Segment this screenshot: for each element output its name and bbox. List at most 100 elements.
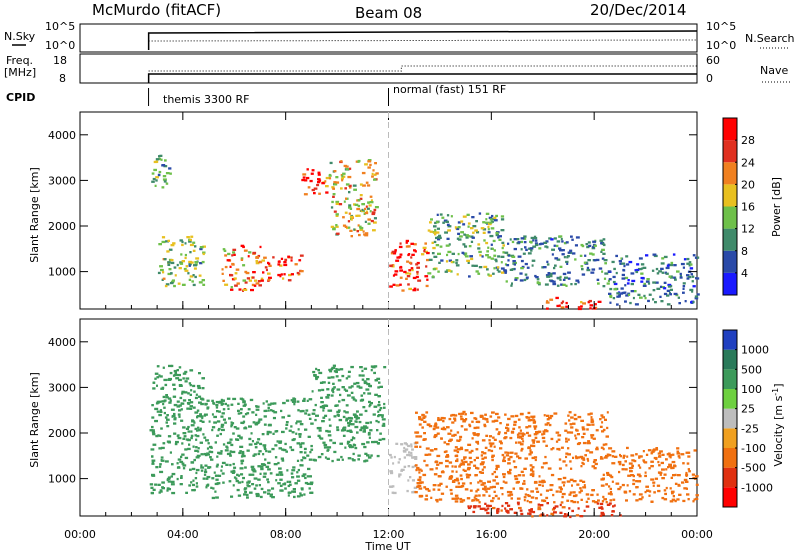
heatmap-cell — [448, 417, 452, 421]
heatmap-cell — [303, 451, 307, 454]
heatmap-cell — [526, 431, 529, 435]
heatmap-cell — [483, 424, 487, 428]
freq-tick-high: 18 — [53, 54, 67, 67]
heatmap-cell — [249, 398, 254, 402]
heatmap-cell — [378, 401, 381, 404]
heatmap-cell — [221, 461, 226, 465]
heatmap-cell — [165, 396, 169, 399]
heatmap-cell — [405, 443, 408, 446]
heatmap-cell — [502, 475, 506, 479]
heatmap-cell — [561, 495, 564, 499]
heatmap-cell — [190, 434, 194, 437]
heatmap-cell — [303, 397, 306, 401]
heatmap-cell — [500, 267, 505, 270]
heatmap-cell — [377, 414, 380, 418]
heatmap-cell — [418, 417, 422, 420]
heatmap-cell — [383, 406, 386, 409]
heatmap-cell — [364, 234, 369, 237]
heatmap-cell — [502, 473, 506, 476]
heatmap-cell — [515, 441, 518, 444]
heatmap-cell — [410, 445, 413, 448]
heatmap-cell — [366, 454, 370, 457]
heatmap-cell — [565, 452, 569, 455]
heatmap-cell — [478, 501, 481, 504]
heatmap-cell — [451, 413, 455, 417]
heatmap-cell — [611, 462, 616, 465]
heatmap-cell — [497, 255, 501, 258]
heatmap-cell — [668, 463, 672, 466]
heatmap-cell — [394, 249, 397, 252]
heatmap-cell — [444, 270, 448, 273]
heatmap-cell — [168, 401, 172, 404]
heatmap-cell — [475, 448, 479, 451]
heatmap-cell — [513, 423, 517, 426]
nsearch-trace — [148, 39, 698, 42]
heatmap-cell — [228, 452, 232, 455]
heatmap-cell — [341, 179, 344, 182]
heatmap-cell — [493, 490, 496, 493]
heatmap-cell — [696, 277, 700, 280]
heatmap-cell — [583, 509, 586, 512]
heatmap-cell — [155, 158, 160, 161]
heatmap-cell — [288, 429, 292, 432]
heatmap-cell — [430, 496, 433, 499]
heatmap-cell — [174, 371, 177, 374]
heatmap-cell — [517, 241, 521, 244]
heatmap-cell — [464, 488, 469, 491]
heatmap-cell — [546, 263, 550, 266]
heatmap-cell — [170, 364, 174, 368]
heatmap-cell — [177, 434, 180, 437]
heatmap-cell — [511, 255, 516, 258]
heatmap-cell — [406, 275, 411, 278]
heatmap-cell — [201, 416, 204, 420]
heatmap-cell — [590, 436, 593, 439]
heatmap-cell — [308, 487, 311, 490]
heatmap-cell — [196, 415, 201, 418]
heatmap-cell — [337, 409, 341, 412]
heatmap-cell — [567, 277, 571, 280]
heatmap-cell — [665, 272, 669, 275]
heatmap-cell — [193, 390, 196, 393]
heatmap-cell — [543, 432, 546, 435]
heatmap-cell — [640, 280, 644, 283]
heatmap-cell — [620, 287, 624, 290]
heatmap-cell — [491, 458, 494, 462]
heatmap-cell — [348, 184, 352, 187]
heatmap-cell — [278, 440, 283, 443]
heatmap-cell — [451, 497, 455, 500]
heatmap-cell — [197, 429, 202, 432]
heatmap-cell — [581, 268, 584, 271]
heatmap-cell — [311, 188, 315, 192]
heatmap-cell — [200, 464, 203, 467]
heatmap-cell — [171, 472, 176, 476]
heatmap-cell — [377, 420, 380, 424]
heatmap-cell — [210, 450, 214, 454]
heatmap-cell — [528, 453, 532, 456]
heatmap-cell — [518, 506, 522, 510]
colorbar-swatch — [723, 140, 737, 163]
heatmap-cell — [342, 216, 345, 219]
heatmap-cell — [564, 276, 568, 279]
heatmap-cell — [533, 456, 538, 459]
heatmap-cell — [297, 468, 300, 472]
heatmap-cell — [620, 257, 623, 260]
heatmap-cell — [366, 382, 371, 386]
heatmap-cell — [580, 457, 585, 460]
heatmap-cell — [492, 506, 496, 510]
heatmap-cell — [482, 482, 486, 485]
heatmap-cell — [438, 234, 442, 237]
heatmap-cell — [468, 245, 472, 248]
heatmap-cell — [251, 483, 255, 486]
heatmap-cell — [632, 493, 636, 496]
heatmap-cell — [410, 267, 414, 270]
heatmap-cell — [513, 475, 518, 478]
heatmap-cell — [505, 454, 510, 457]
heatmap-cell — [168, 167, 172, 170]
heatmap-cell — [483, 466, 486, 469]
heatmap-cell — [534, 420, 537, 423]
heatmap-cell — [616, 292, 620, 295]
heatmap-cell — [685, 473, 689, 476]
heatmap-cell — [340, 177, 344, 180]
heatmap-cell — [241, 450, 245, 454]
